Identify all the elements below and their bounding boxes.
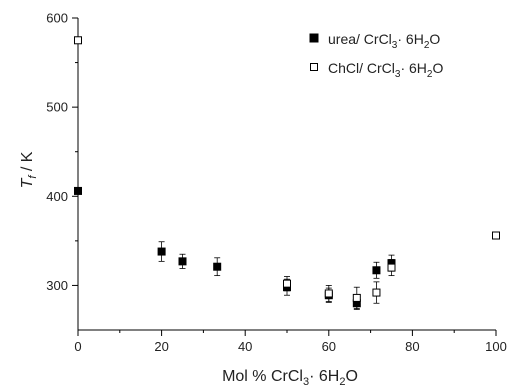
x-tick-label: 0 [74,339,81,354]
legend-label-urea: urea/ CrCl3· 6H2O [328,31,440,51]
data-point-chcl [387,263,396,272]
data-point-urea [74,186,82,195]
axes: 0 20 40 60 80 100 300 400 500 600 [46,11,507,355]
data-point-urea [372,266,381,275]
data-point-chcl [352,293,361,302]
y-tick-label: 600 [46,11,68,26]
data-point-chcl [283,279,291,288]
data-point-urea [178,257,187,266]
legend-label-chcl: ChCl/ CrCl3· 6H2O [328,60,443,80]
y-tick-label: 500 [46,100,68,115]
legend-marker-urea [309,33,319,43]
x-tick-label: 40 [238,339,252,354]
legend: urea/ CrCl3· 6H2O ChCl/ CrCl3· 6H2O [309,31,443,80]
legend-marker-chcl [310,63,318,71]
data-point-urea [157,247,166,256]
x-tick-label: 100 [485,339,507,354]
data-point-chcl [74,36,82,45]
x-tick-label: 20 [154,339,168,354]
x-tick-label: 60 [322,339,336,354]
y-tick-label: 400 [46,189,68,204]
y-tick-label: 300 [46,278,68,293]
x-axis-title: Mol % CrCl3· 6H2O [222,368,358,388]
data-marks [74,36,500,310]
data-point-chcl [372,288,381,297]
data-point-chcl [492,231,500,240]
y-axis-title: Tf / K [19,151,39,188]
data-point-urea [213,262,222,271]
x-tick-label: 80 [405,339,419,354]
data-point-chcl [324,289,333,298]
